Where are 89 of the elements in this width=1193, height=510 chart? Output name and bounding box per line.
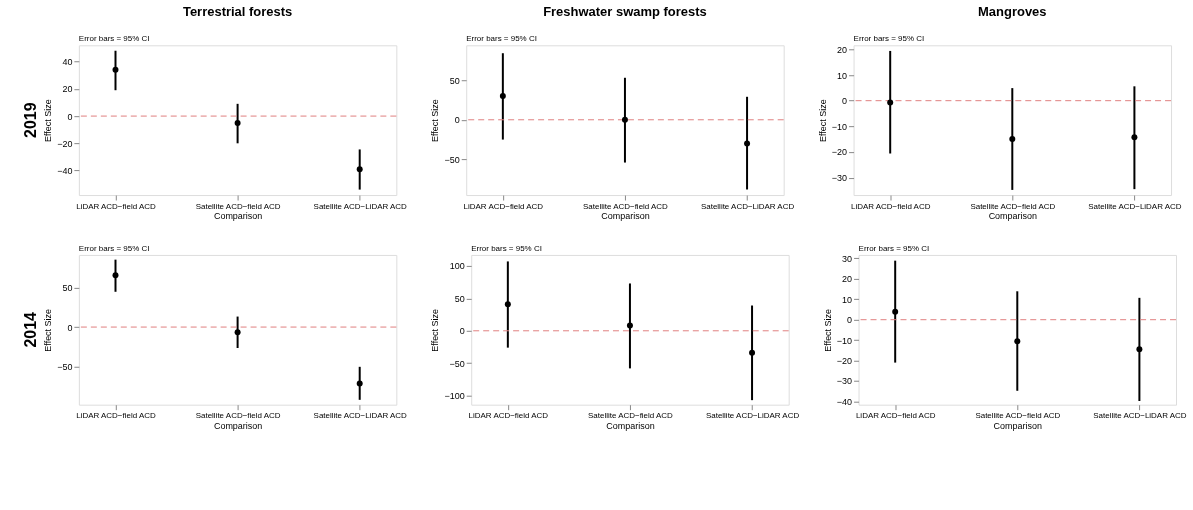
x-axis-title: Comparison <box>606 421 655 432</box>
point <box>112 272 119 279</box>
point <box>356 380 363 387</box>
point <box>1014 338 1021 345</box>
x-tick-label: Satellite ACD−field ACD <box>195 411 281 421</box>
point <box>744 140 751 147</box>
point <box>1009 135 1016 142</box>
x-tick-label: Satellite ACD−LiDAR ACD <box>700 201 795 211</box>
x-tick-label: Satellite ACD−field ACD <box>970 201 1056 211</box>
x-tick-label: Satellite ACD−LiDAR ACD <box>313 201 408 211</box>
y-tick-label: −20 <box>831 147 848 158</box>
y-tick-label: 50 <box>449 75 460 86</box>
x-tick-label: LiDAR ACD−field ACD <box>463 201 544 211</box>
y-axis-title: Effect Size <box>43 308 54 352</box>
y-tick-label: 0 <box>67 322 73 333</box>
text: Error bars = 95% CI <box>78 34 150 44</box>
point <box>504 301 511 308</box>
y-tick-label: −100 <box>444 391 465 402</box>
y-tick-label: 10 <box>842 294 853 305</box>
y-tick-label: 100 <box>449 261 465 272</box>
x-tick-label: Satellite ACD−LiDAR ACD <box>705 411 800 421</box>
y-axis-title: Effect Size <box>822 308 833 352</box>
x-tick-label: Satellite ACD−LiDAR ACD <box>1093 411 1187 421</box>
point <box>626 322 633 329</box>
y-tick-label: 0 <box>842 96 848 107</box>
y-tick-label: 50 <box>454 293 465 304</box>
y-tick-label: −30 <box>831 173 848 184</box>
text: Error bars = 95% CI <box>78 243 150 253</box>
x-axis-title: Comparison <box>213 421 263 432</box>
point <box>1136 346 1143 353</box>
text: Error bars = 95% CI <box>858 243 930 253</box>
y-tick-label: −40 <box>57 166 73 177</box>
point <box>749 349 756 356</box>
y-axis-title: Effect Size <box>817 99 828 143</box>
y-tick-label: −40 <box>836 396 853 407</box>
y-tick-label: −30 <box>836 376 853 387</box>
y-tick-label: −50 <box>57 361 73 372</box>
x-tick-label: Satellite ACD−field ACD <box>975 411 1061 421</box>
x-tick-label: LiDAR ACD−field ACD <box>76 411 156 421</box>
x-tick-label: Satellite ACD−field ACD <box>588 411 674 421</box>
text: 2019 <box>21 102 39 138</box>
y-tick-label: −10 <box>836 335 853 346</box>
point <box>234 329 241 336</box>
point <box>234 119 241 126</box>
y-tick-label: −10 <box>831 121 848 132</box>
y-tick-label: 0 <box>459 326 465 337</box>
point <box>1131 134 1138 141</box>
text: Error bars = 95% CI <box>853 34 925 44</box>
y-tick-label: 10 <box>837 70 848 81</box>
y-tick-label: 20 <box>842 274 853 285</box>
chart-title: Freshwater swamp forests <box>543 4 707 20</box>
y-tick-label: −20 <box>57 138 73 149</box>
point <box>499 93 506 99</box>
x-tick-label: Satellite ACD−LiDAR ACD <box>313 411 408 421</box>
x-axis-title: Comparison <box>988 211 1037 222</box>
y-tick-label: 20 <box>837 44 848 55</box>
y-tick-label: 0 <box>847 315 853 326</box>
text: Error bars = 95% CI <box>471 243 542 253</box>
x-tick-label: LiDAR ACD−field ACD <box>855 411 936 421</box>
y-tick-label: −50 <box>444 154 460 165</box>
y-tick-label: 0 <box>454 115 460 126</box>
y-axis-title: Effect Size <box>430 308 441 352</box>
y-tick-label: 0 <box>67 111 73 122</box>
x-tick-label: LiDAR ACD−field ACD <box>850 201 931 211</box>
point <box>621 116 628 123</box>
x-tick-label: LiDAR ACD−field ACD <box>468 411 549 421</box>
point <box>112 66 119 73</box>
x-tick-label: LiDAR ACD−field ACD <box>76 201 156 211</box>
chart-title: Mangroves <box>978 4 1047 20</box>
y-tick-label: −50 <box>449 358 465 369</box>
y-axis-title: Effect Size <box>430 99 441 143</box>
point <box>892 308 899 315</box>
y-axis-title: Effect Size <box>43 99 54 143</box>
text: 2014 <box>21 311 39 348</box>
point <box>887 99 894 106</box>
y-tick-label: 50 <box>62 283 73 294</box>
x-axis-title: Comparison <box>601 211 650 222</box>
y-tick-label: −20 <box>836 356 853 367</box>
x-tick-label: Satellite ACD−field ACD <box>583 201 669 211</box>
chart-title: Terrestrial forests <box>182 4 293 20</box>
y-tick-label: 30 <box>842 253 853 264</box>
y-tick-label: 40 <box>62 57 73 68</box>
x-tick-label: Satellite ACD−field ACD <box>195 201 281 211</box>
x-axis-title: Comparison <box>993 421 1042 432</box>
point <box>356 166 363 173</box>
x-tick-label: Satellite ACD−LiDAR ACD <box>1088 201 1182 211</box>
y-tick-label: 20 <box>62 84 73 95</box>
x-axis-title: Comparison <box>213 211 263 222</box>
text: Error bars = 95% CI <box>466 34 537 44</box>
